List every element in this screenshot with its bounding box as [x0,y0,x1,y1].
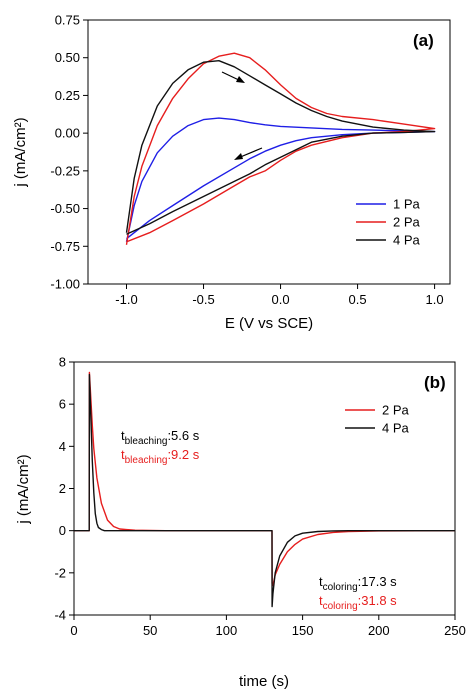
panel-a-legend: 1 Pa 2 Pa 4 Pa [356,197,421,248]
y-tick-label: 8 [59,355,66,370]
panel-a-xlabel: E (V vs SCE) [225,315,313,332]
annotation-bleaching-2pa: tbleaching:9.2 s [121,447,200,466]
series-line-1-pa [125,117,436,242]
x-tick-label: 0 [70,623,77,638]
panel-b-label: (b) [424,373,446,392]
y-tick-label: -2 [54,565,66,580]
x-tick-label: 1.0 [426,292,444,307]
legend-label: 4 Pa [393,233,421,248]
panel-a-ylabel: j (mA/cm²) [12,117,29,187]
series-line-2-pa [125,52,436,245]
legend-label: 4 Pa [382,421,410,436]
x-tick-label: -1.0 [115,292,137,307]
y-tick-label: -1.00 [50,277,80,292]
y-tick-label: 0 [59,523,66,538]
series-line-4-pa [125,60,436,235]
panel-b: 0 50 100 150 200 250 -4 -2 0 2 4 6 8 (b) time (s) j … [15,355,466,691]
y-tick-label: 0.25 [55,88,80,103]
annotation-bleaching-4pa: tbleaching:5.6 s [121,428,200,447]
y-tick-label: 0.00 [55,126,80,141]
legend-label: 1 Pa [393,197,421,212]
x-tick-label: 0.0 [272,292,290,307]
series-line-4-pa [74,373,455,608]
y-tick-label: 2 [59,481,66,496]
y-tick-label: 0.75 [55,13,80,28]
x-tick-label: -0.5 [192,292,214,307]
x-tick-label: 150 [292,623,314,638]
panel-a-frame [87,19,451,285]
x-tick-label: 0.5 [349,292,367,307]
panel-b-ylabel: j (mA/cm²) [15,454,32,524]
y-tick-label: -0.25 [50,163,80,178]
arrow-left-lower [234,147,263,160]
x-tick-label: 50 [143,623,157,638]
x-tick-label: 250 [444,623,466,638]
y-tick-label: -0.75 [50,239,80,254]
annotation-coloring-2pa: tcoloring:31.8 s [319,593,397,612]
y-tick-label: 6 [59,397,66,412]
x-tick-label: 200 [368,623,390,638]
panel-a: -1.0 -0.5 0.0 0.5 1.0 -1.00 -0.75 -0.50 -0.25 0.0… [12,13,451,332]
panel-b-xlabel: time (s) [239,673,289,690]
legend-label: 2 Pa [393,215,421,230]
y-tick-label: -4 [54,608,66,623]
panel-b-frame [73,361,456,616]
panel-a-label: (a) [413,31,434,50]
annotation-coloring-4pa: tcoloring:17.3 s [319,574,397,593]
y-tick-label: -0.50 [50,201,80,216]
panel-b-legend: 2 Pa 4 Pa [345,403,410,436]
x-tick-label: 100 [216,623,238,638]
y-tick-label: 4 [59,439,66,454]
y-tick-label: 0.50 [55,50,80,65]
arrow-right-upper [221,71,245,83]
legend-label: 2 Pa [382,403,410,418]
